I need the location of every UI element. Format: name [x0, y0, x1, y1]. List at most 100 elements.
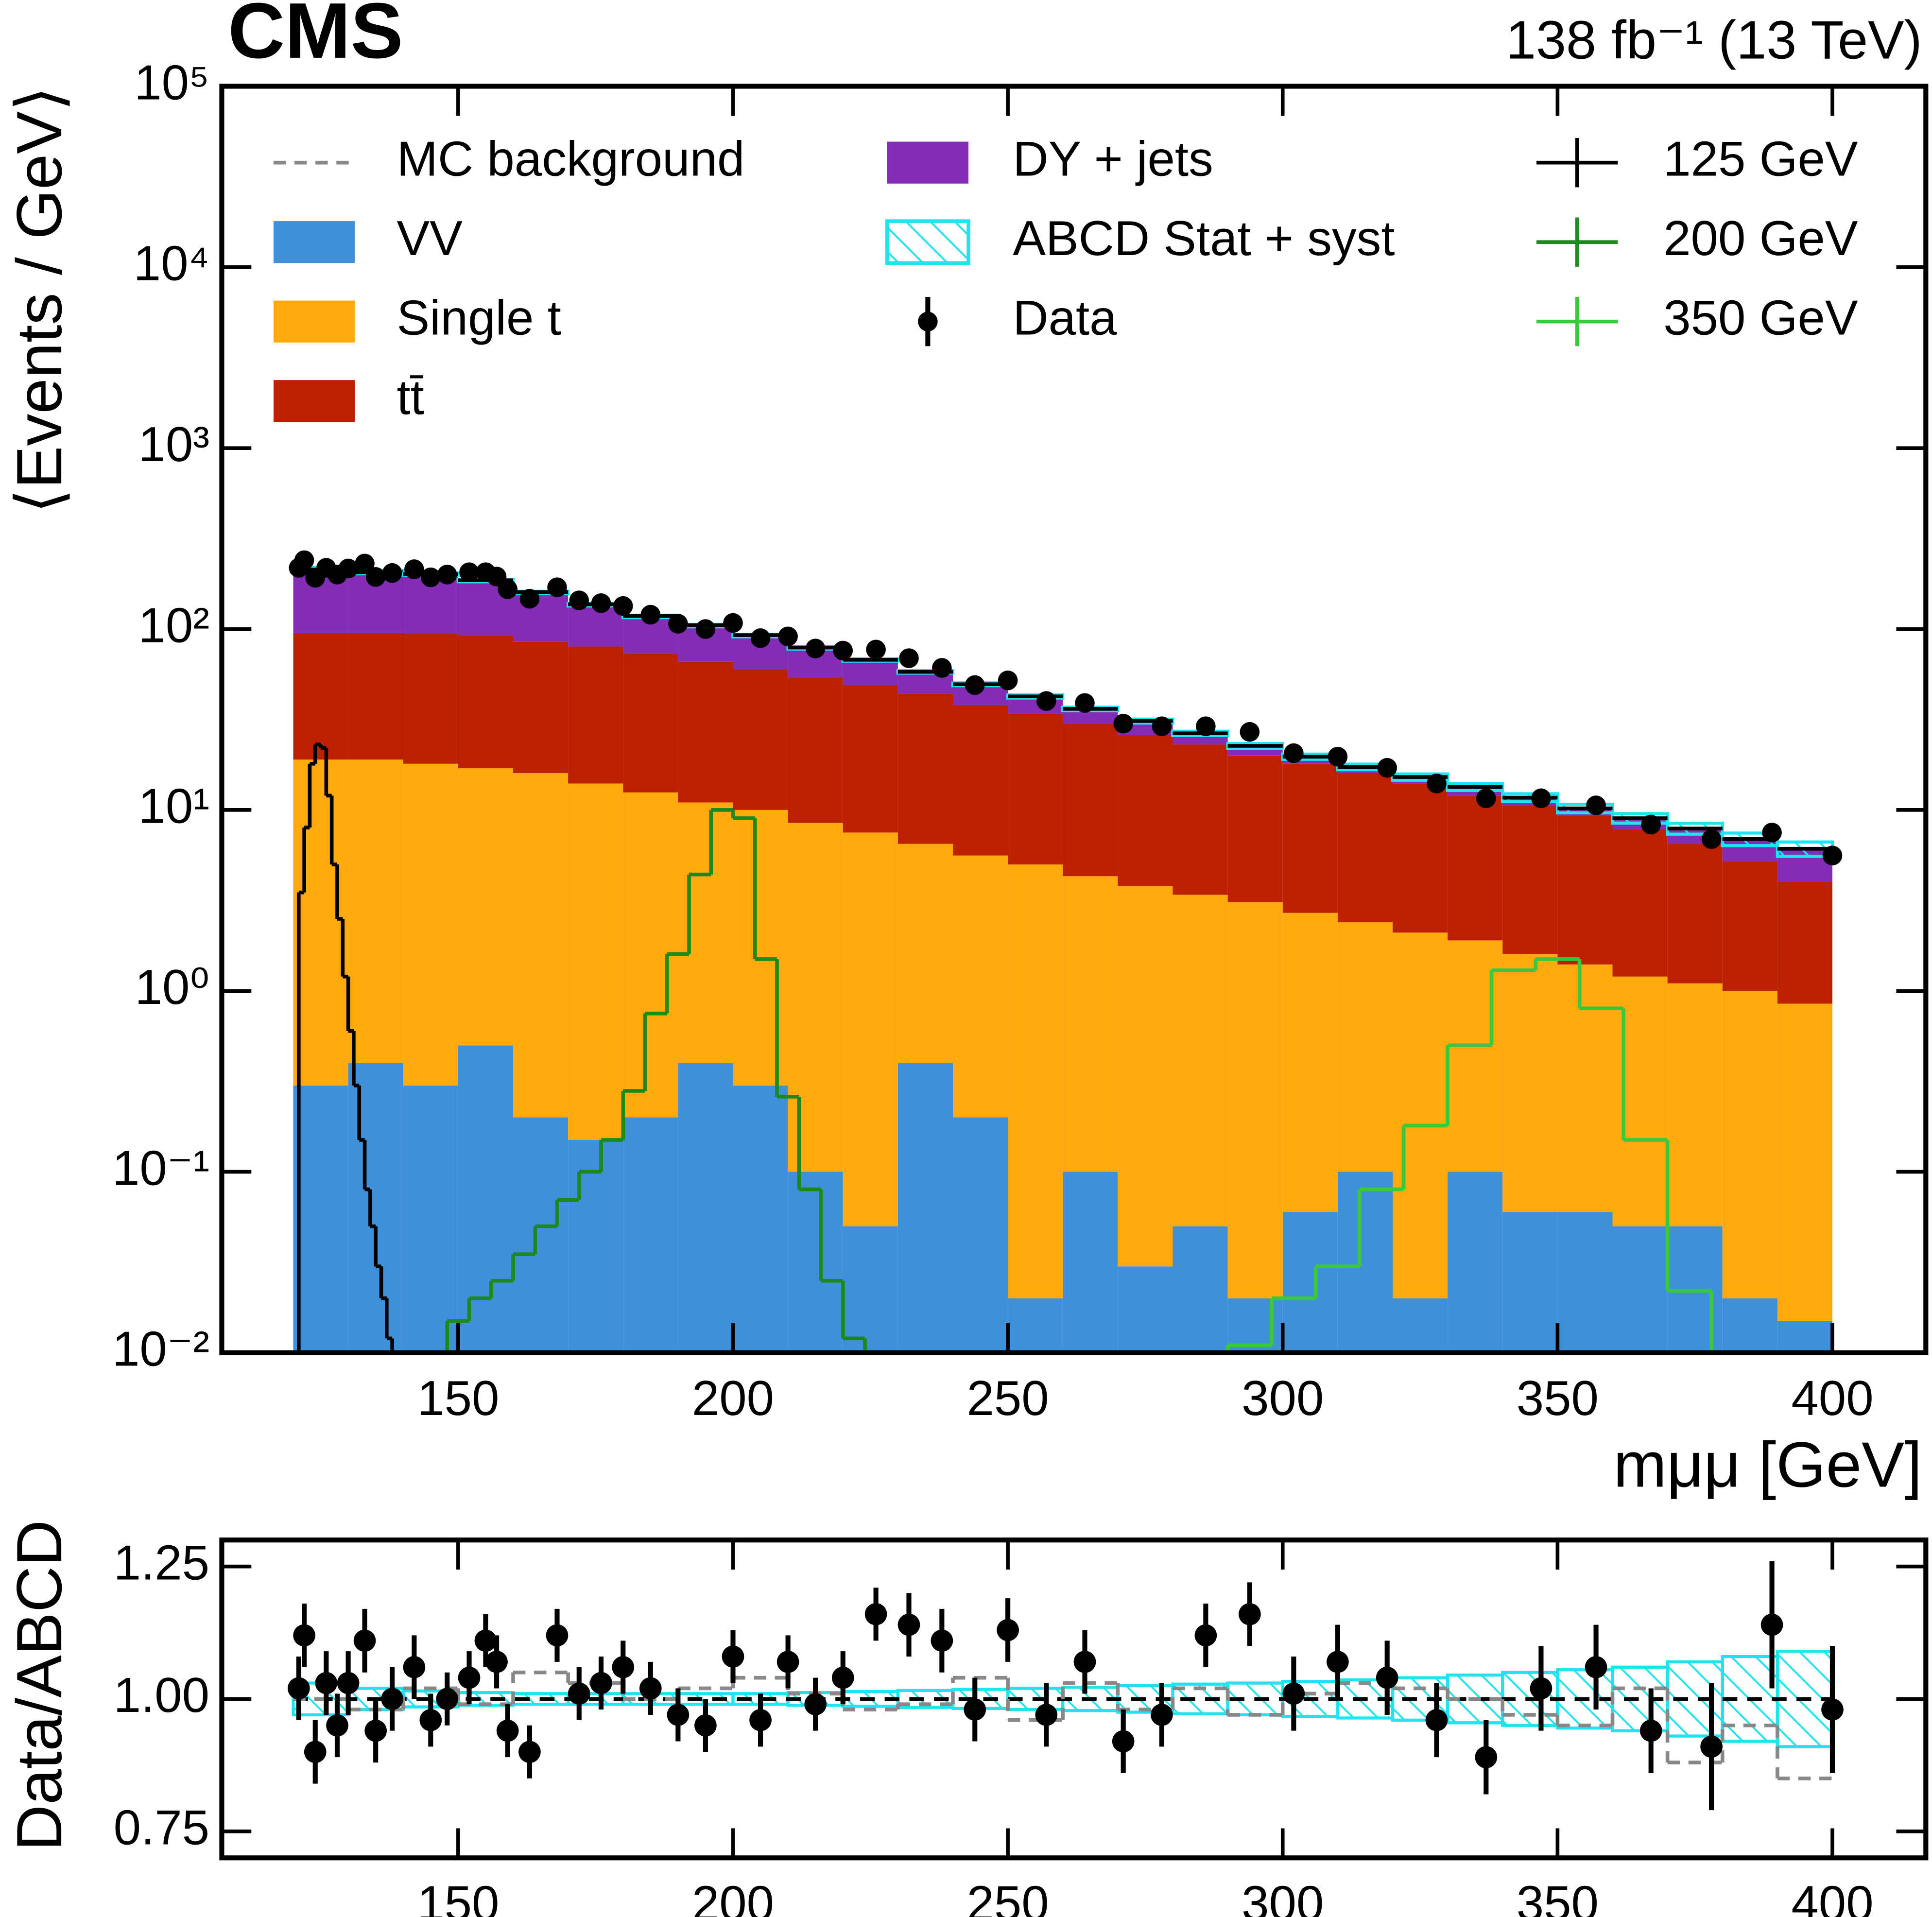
- data-point: [833, 640, 853, 661]
- ratio-point: [496, 1719, 519, 1742]
- ratio-point: [1112, 1730, 1135, 1753]
- stack-segment: [348, 1063, 403, 1353]
- luminosity-label: 138 fb⁻¹ (13 TeV): [1506, 10, 1922, 70]
- stack-segment: [403, 1085, 458, 1353]
- data-point: [519, 588, 540, 609]
- data-point: [1152, 716, 1172, 736]
- legend-label: 200 GeV: [1663, 211, 1858, 266]
- ratio-point: [1035, 1704, 1058, 1726]
- ratio-point: [612, 1656, 635, 1678]
- stack-segment: [1227, 755, 1283, 902]
- ratio-point: [474, 1629, 497, 1652]
- legend-label: 350 GeV: [1663, 291, 1858, 345]
- stack-segment: [348, 633, 403, 760]
- data-point: [778, 626, 798, 647]
- x-axis-label: mμμ [GeV]: [1613, 1429, 1922, 1501]
- data-point: [1641, 814, 1661, 835]
- experiment-label: CMS: [228, 0, 403, 75]
- y-tick-label: 10⁻¹: [112, 1140, 209, 1195]
- stack-segment: [1008, 713, 1063, 864]
- ratio-point: [518, 1741, 541, 1763]
- data-point: [1701, 829, 1722, 849]
- stack-segment: [513, 773, 569, 1118]
- ratio-point: [1760, 1613, 1783, 1636]
- stack-segment: [897, 693, 953, 844]
- stack-segment: [1173, 1226, 1228, 1353]
- x-tick-label: 250: [967, 1371, 1049, 1426]
- stack-segment: [1393, 783, 1448, 933]
- legend-label: tt̄: [397, 370, 424, 425]
- data-point: [421, 567, 441, 587]
- data-point: [723, 613, 743, 633]
- ratio-point: [776, 1651, 799, 1673]
- stack-segment: [1557, 815, 1613, 965]
- stack-segment: [1557, 964, 1613, 1212]
- data-point: [1284, 743, 1304, 763]
- data-point: [1822, 846, 1843, 865]
- ratio-point: [931, 1629, 953, 1652]
- x-tick-label: 350: [1517, 1876, 1599, 1917]
- ratio-point: [964, 1698, 986, 1721]
- x-tick-label: 200: [692, 1371, 774, 1426]
- ratio-point: [458, 1666, 481, 1689]
- data-point: [338, 558, 358, 579]
- stack-segment: [568, 783, 623, 1140]
- stack-segment: [513, 1117, 569, 1353]
- data-point: [668, 614, 688, 634]
- ratio-point: [1821, 1698, 1844, 1721]
- ratio-point: [353, 1629, 376, 1652]
- legend-label: Single t: [397, 291, 561, 345]
- legend-swatch: [887, 141, 969, 184]
- stack-segment: [1612, 1226, 1668, 1353]
- stack-segment: [733, 810, 788, 1086]
- stack-segment: [293, 1085, 348, 1353]
- data-point: [998, 670, 1018, 691]
- ratio-y-axis-label: Data/ABCD: [3, 1520, 75, 1851]
- y-tick-label: 10⁻²: [112, 1322, 209, 1377]
- data-point: [1586, 795, 1606, 815]
- data-point: [404, 559, 424, 579]
- data-point: [613, 596, 633, 616]
- ratio-point: [694, 1714, 717, 1737]
- stack-segment: [733, 1085, 788, 1353]
- data-point: [695, 619, 716, 639]
- plot-frame: [219, 84, 1929, 1355]
- x-tick-label: 150: [417, 1876, 499, 1917]
- y-tick-label: 10⁵: [134, 55, 209, 110]
- x-tick-label: 400: [1791, 1371, 1873, 1426]
- ratio-point: [1327, 1651, 1349, 1673]
- stack-segment: [568, 646, 623, 784]
- ratio-point: [864, 1603, 887, 1625]
- stack-segment: [1008, 864, 1063, 1298]
- stack-segment: [568, 1140, 623, 1353]
- stack-segment: [1282, 913, 1338, 1212]
- stack-segment: [1173, 895, 1228, 1226]
- stack-segment: [1777, 1003, 1833, 1321]
- ratio-point: [1639, 1719, 1662, 1742]
- ratio-point: [831, 1666, 854, 1689]
- legend-swatch: [885, 219, 970, 265]
- stack-segment: [788, 677, 843, 823]
- stack-segment: [293, 633, 348, 760]
- stack-segment: [1227, 902, 1283, 1298]
- ratio-point: [1151, 1704, 1173, 1726]
- ratio-point: [315, 1672, 338, 1694]
- ratio-point: [1073, 1651, 1096, 1673]
- ratio-point: [337, 1672, 360, 1694]
- ratio-point: [304, 1741, 327, 1763]
- stack-segment: [897, 844, 953, 1063]
- legend-label: DY + jets: [1013, 131, 1213, 186]
- stack-segment: [1667, 844, 1723, 984]
- x-tick-label: 400: [1791, 1876, 1873, 1917]
- y-tick-label: 10¹: [138, 779, 209, 834]
- ratio-point: [403, 1656, 426, 1678]
- stack-segment: [623, 654, 678, 793]
- data-point: [1762, 823, 1782, 843]
- legend-swatch: [918, 311, 938, 332]
- data-point: [382, 563, 402, 583]
- ratio-point: [1700, 1735, 1723, 1758]
- stack-segment: [1612, 976, 1668, 1226]
- data-point: [294, 550, 314, 570]
- stack-segment: [1448, 795, 1503, 941]
